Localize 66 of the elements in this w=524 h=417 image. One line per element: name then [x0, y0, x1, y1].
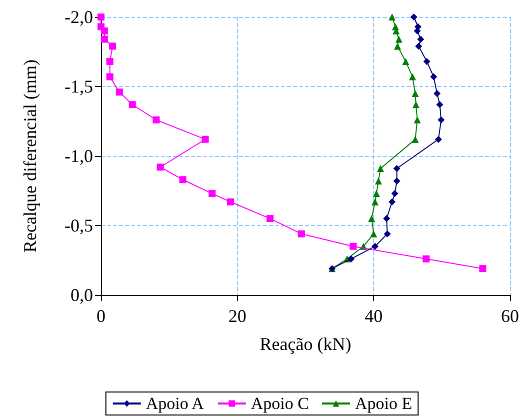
point — [298, 230, 305, 238]
x-tick-label: 20 — [228, 306, 246, 326]
point — [106, 73, 114, 80]
point — [388, 198, 396, 206]
point — [423, 58, 430, 65]
point — [412, 136, 419, 143]
point — [417, 36, 424, 43]
point — [388, 14, 396, 20]
y-tick-label: -1,0 — [64, 146, 93, 166]
point — [402, 58, 410, 65]
point — [393, 165, 400, 172]
point — [348, 255, 355, 262]
point — [383, 215, 390, 222]
point — [376, 165, 384, 172]
x-tick-label: 0 — [96, 306, 106, 326]
y-tick-label: 0,0 — [70, 285, 93, 305]
point — [395, 36, 402, 43]
point — [409, 73, 416, 80]
point — [430, 73, 438, 80]
y-tick-label: -0,5 — [64, 216, 93, 236]
point — [414, 116, 421, 124]
point — [208, 190, 216, 198]
legend-label: Apoio C — [250, 394, 309, 413]
point — [393, 178, 400, 185]
point — [412, 90, 419, 97]
point — [422, 255, 430, 262]
point — [368, 215, 376, 222]
point — [438, 116, 445, 124]
point — [412, 101, 420, 108]
point — [436, 101, 444, 108]
point — [179, 176, 186, 184]
point — [410, 14, 418, 20]
point — [202, 136, 209, 143]
x-tick-label: 60 — [501, 306, 519, 326]
point — [372, 198, 379, 206]
point — [414, 27, 421, 34]
point — [434, 90, 441, 97]
point — [100, 36, 108, 43]
point — [98, 14, 104, 20]
y-tick-label: -1,5 — [64, 76, 93, 96]
y-tick-label: -2,0 — [64, 7, 93, 27]
point — [106, 58, 114, 65]
point — [116, 88, 123, 96]
point — [128, 101, 136, 108]
point — [370, 230, 378, 238]
point — [434, 136, 442, 143]
point — [372, 242, 379, 250]
point — [109, 42, 116, 50]
legend-label: Apoio A — [146, 394, 205, 413]
x-axis-title: Reação (kN) — [260, 334, 352, 354]
point — [384, 230, 391, 238]
point — [266, 215, 274, 222]
point — [415, 42, 422, 50]
point — [394, 42, 402, 50]
x-tick-label: 40 — [364, 306, 383, 326]
point — [479, 265, 486, 272]
point — [350, 242, 357, 250]
y-axis-title: Recalque diferencial (mm) — [20, 60, 40, 252]
legend-label: Apoio E — [354, 394, 412, 413]
point — [372, 190, 380, 198]
point — [100, 27, 108, 34]
point — [156, 164, 164, 171]
point — [374, 178, 382, 185]
point — [391, 190, 398, 198]
point — [152, 116, 160, 124]
point — [227, 198, 234, 206]
